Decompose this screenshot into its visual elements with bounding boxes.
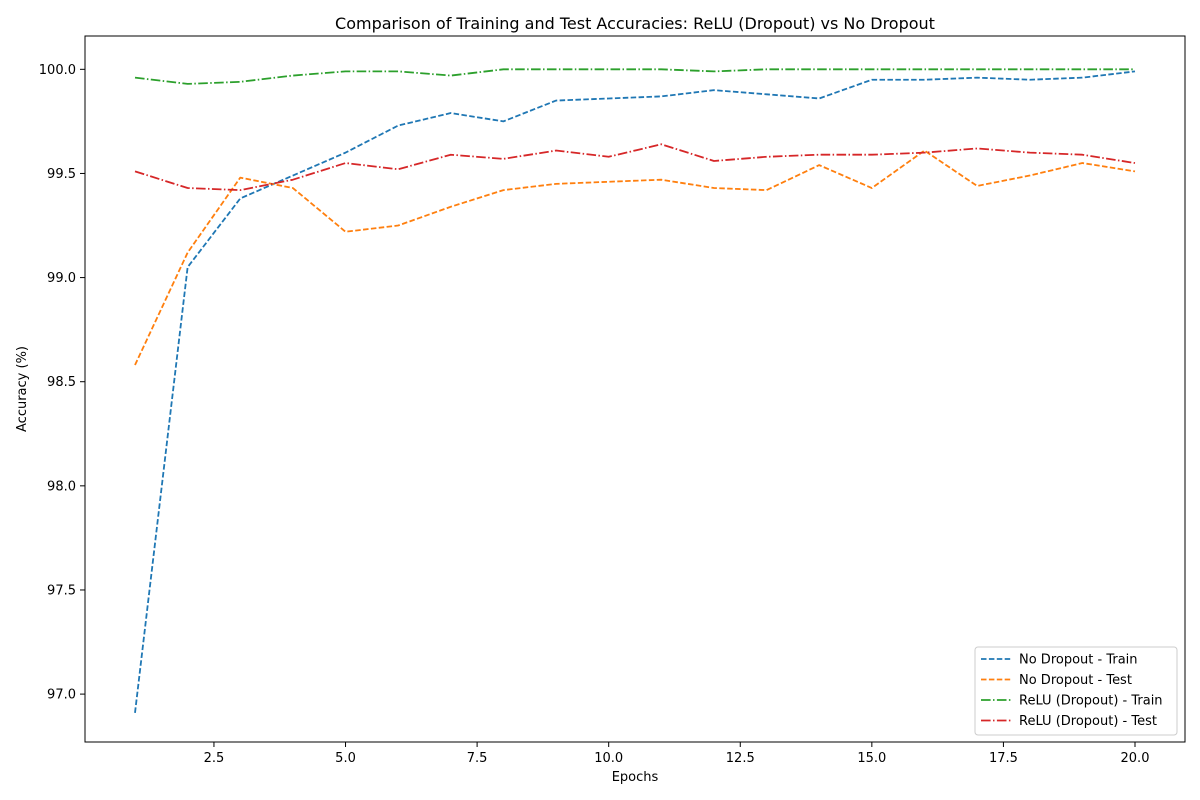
plot-frame: [84, 35, 1186, 743]
x-tick-label: 5.0: [335, 751, 356, 766]
x-tick-label: 15.0: [857, 751, 886, 766]
x-tick-label: 12.5: [726, 751, 755, 766]
y-tick-label: 100.0: [39, 63, 76, 78]
y-tick-label: 98.0: [47, 479, 76, 494]
series-line-4: [134, 143, 1136, 192]
x-tick-label: 17.5: [989, 751, 1018, 766]
x-axis: 2.5 5.0 7.5 10.0 12.5 15.0 17.5 20.0: [204, 742, 1150, 766]
x-tick-label: 7.5: [467, 751, 488, 766]
series-line-3: [134, 68, 1135, 85]
x-tick-label: 10.0: [594, 751, 623, 766]
y-tick-label: 99.5: [47, 167, 76, 182]
legend-label: ReLU (Dropout) - Train: [1019, 694, 1163, 709]
x-tick-label: 2.5: [204, 751, 225, 766]
series-lines: [134, 68, 1136, 713]
y-tick-label: 99.0: [47, 271, 76, 286]
x-tick-label: 20.0: [1121, 751, 1150, 766]
legend: No Dropout - Train No Dropout - Test ReLU …: [974, 646, 1178, 736]
x-axis-title: Epochs: [612, 770, 659, 785]
legend-label: ReLU (Dropout) - Test: [1019, 714, 1157, 729]
legend-box: [974, 646, 1178, 736]
series-line-2: [134, 149, 1136, 366]
legend-label: No Dropout - Train: [1019, 653, 1138, 668]
y-axis-title: Accuracy (%): [15, 346, 30, 432]
y-tick-label: 97.5: [47, 583, 76, 598]
y-axis: 97.0 97.5 98.0 98.5 99.0 99.5 100.0: [39, 63, 85, 703]
chart-title: Comparison of Training and Test Accuraci…: [335, 14, 935, 33]
legend-label: No Dropout - Test: [1019, 673, 1132, 688]
y-tick-label: 98.5: [47, 375, 76, 390]
y-tick-label: 97.0: [47, 688, 76, 703]
series-line-1: [134, 70, 1136, 713]
